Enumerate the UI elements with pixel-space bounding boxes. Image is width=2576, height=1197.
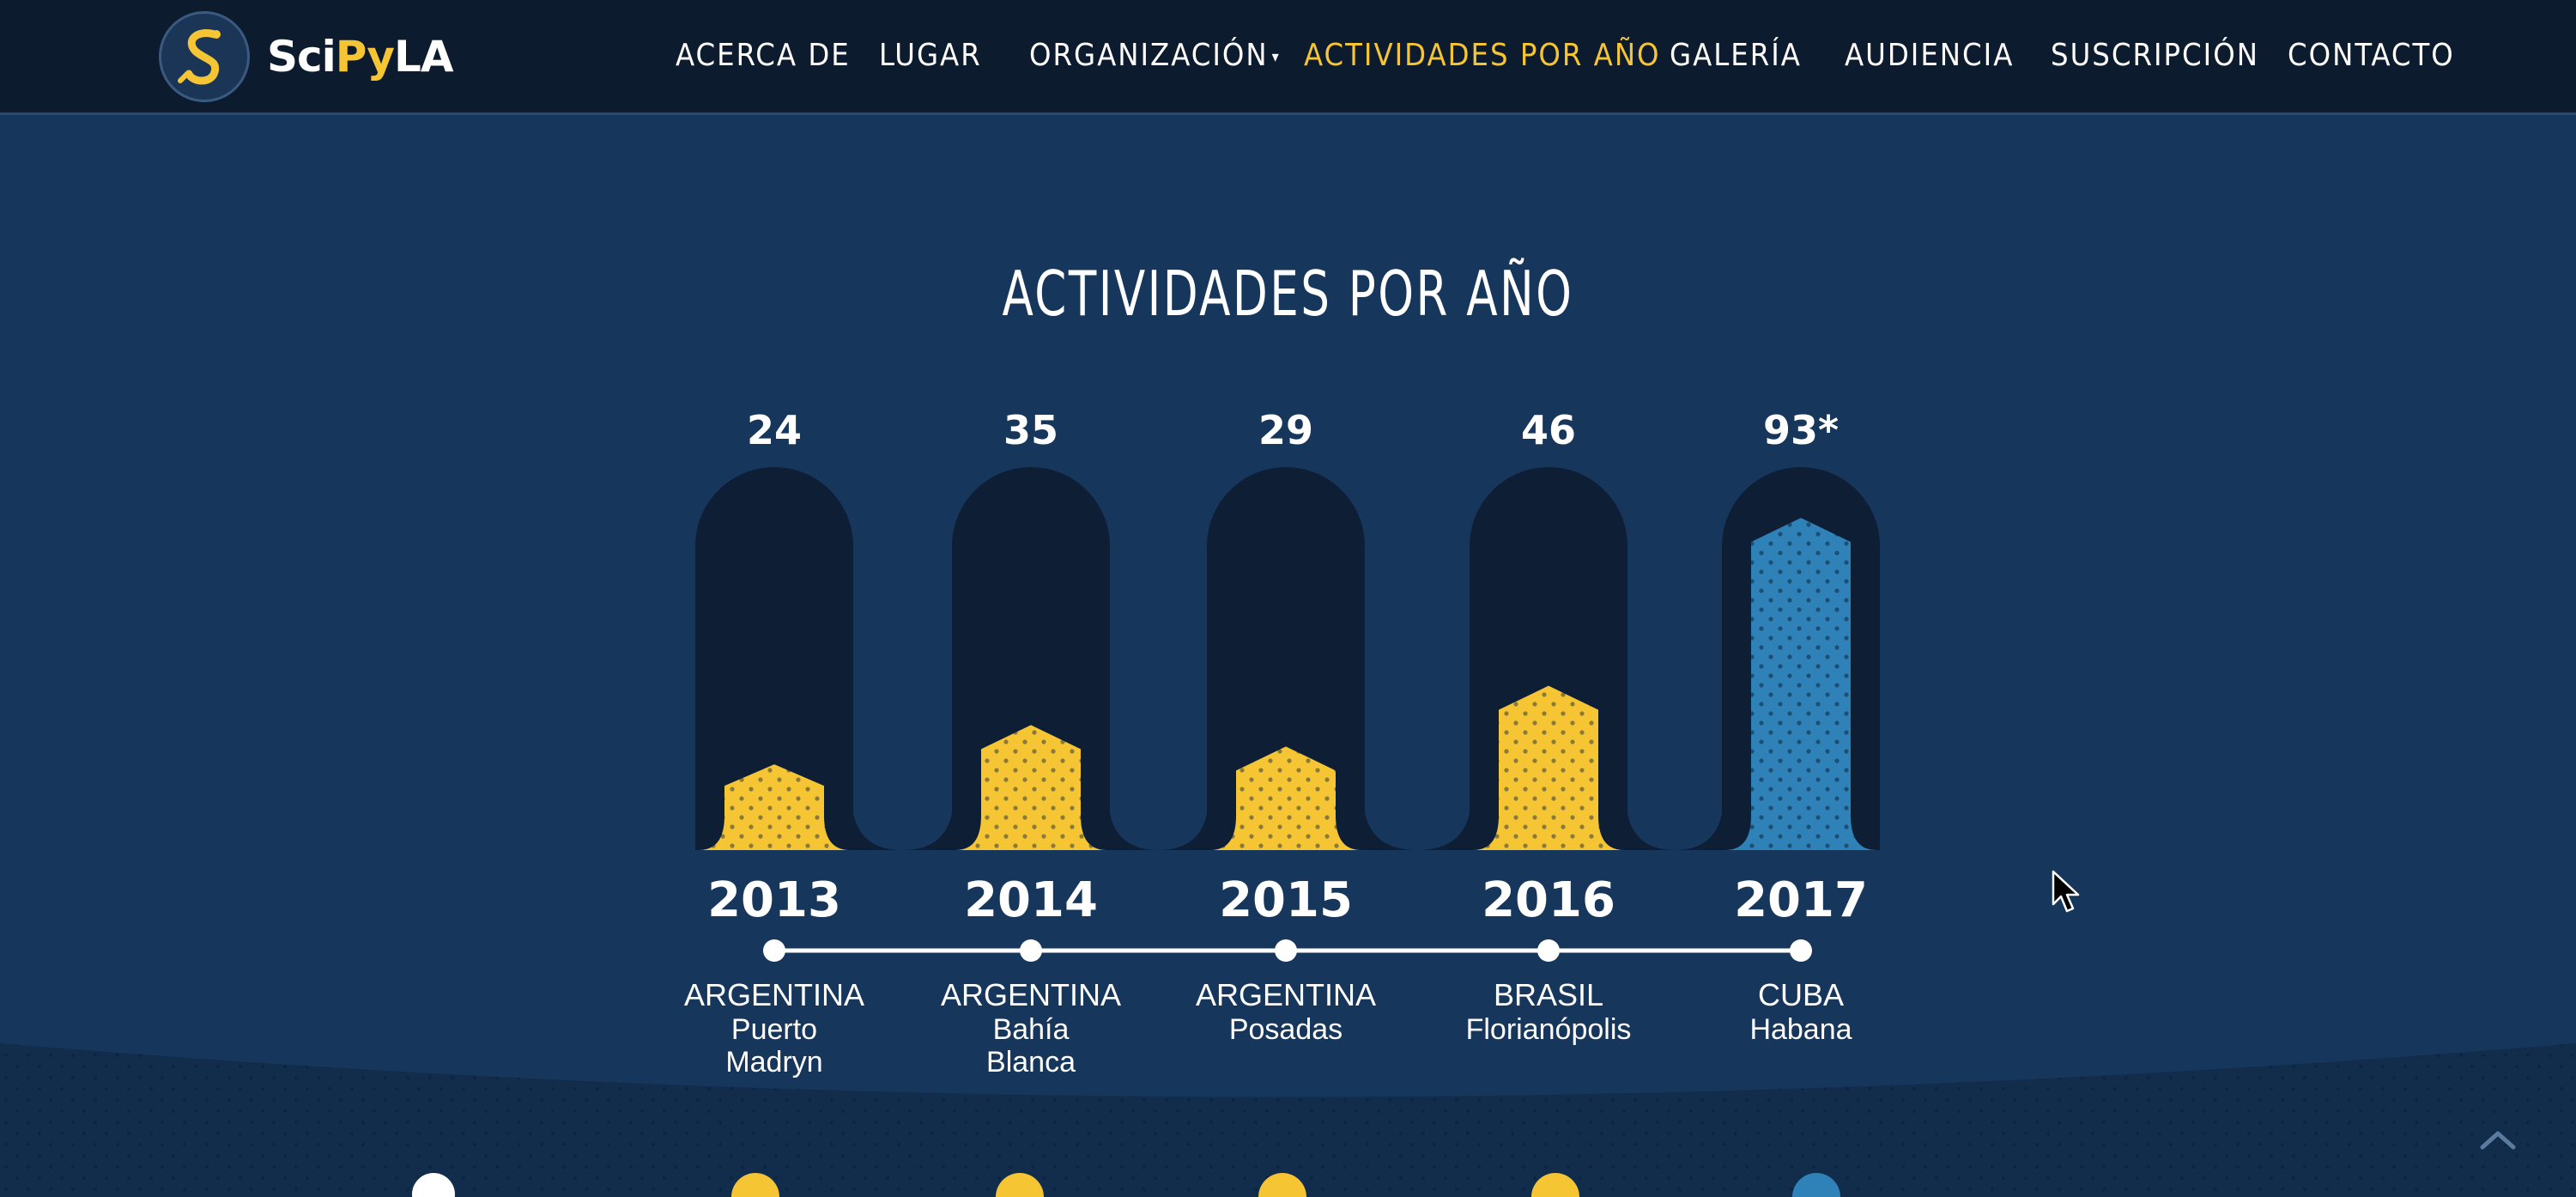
city-label-line: Blanca	[986, 1046, 1076, 1079]
column-joint	[1626, 799, 1724, 850]
city-label-line: Posadas	[1228, 1013, 1343, 1046]
city-label: Florianópolis	[1437, 1013, 1660, 1046]
column-joint	[1363, 799, 1471, 850]
column-track	[1207, 467, 1365, 850]
activity-count-label: 35	[1003, 407, 1058, 453]
column-track	[695, 467, 853, 850]
country-label: CUBA	[1757, 977, 1845, 1012]
nav-item-acerca-de[interactable]: ACERCA DE	[676, 38, 851, 73]
country-label: BRASIL	[1493, 977, 1604, 1012]
brand-name-py: Py	[335, 32, 395, 82]
city-label-line: Florianópolis	[1465, 1013, 1632, 1046]
mouse-pointer-icon	[2050, 870, 2084, 918]
bar-2017	[1725, 518, 1876, 850]
nav-item-organizacion-label: ORGANIZACIÓN	[1029, 38, 1269, 73]
city-label-line: Madryn	[725, 1046, 823, 1079]
city-label: Posadas	[1174, 1013, 1397, 1046]
year-label: 2014	[964, 872, 1098, 928]
country-label: ARGENTINA	[940, 977, 1122, 1012]
country-label: ARGENTINA	[1195, 977, 1377, 1012]
city-label-line: Bahía	[992, 1013, 1070, 1046]
section-title: ACTIVIDADES POR AÑO	[1002, 258, 1574, 330]
top-navbar: SciPyLA ACERCA DE LUGAR ORGANIZACIÓN ▾ AC…	[0, 0, 2576, 115]
timeline-dot[interactable]	[1537, 939, 1560, 962]
city-label: Habana	[1689, 1013, 1912, 1046]
year-label: 2015	[1219, 872, 1353, 928]
city-label-line: Habana	[1749, 1013, 1852, 1046]
brand-name-la: LA	[393, 32, 454, 82]
nav-item-actividades-por-ano[interactable]: ACTIVIDADES POR AÑO	[1304, 38, 1661, 73]
brand-name: SciPyLA	[267, 32, 454, 82]
bottom-wave-band	[0, 1043, 2576, 1197]
column-joint	[852, 799, 954, 850]
year-label: 2017	[1734, 872, 1868, 928]
nav-item-lugar[interactable]: LUGAR	[879, 38, 982, 73]
timeline-dot[interactable]	[763, 939, 785, 962]
nav-item-organizacion[interactable]: ORGANIZACIÓN ▾	[1029, 38, 1281, 73]
bar-2014	[955, 725, 1106, 850]
nav-item-suscripcion[interactable]: SUSCRIPCIÓN	[2051, 38, 2259, 73]
timeline-dot[interactable]	[1275, 939, 1297, 962]
brand-logo[interactable]: SciPyLA	[159, 11, 454, 102]
bar-2016	[1473, 685, 1624, 850]
activity-count-label: 29	[1258, 407, 1313, 453]
brand-name-sci: Sci	[267, 32, 336, 82]
country-label: ARGENTINA	[683, 977, 865, 1012]
year-label: 2013	[707, 872, 841, 928]
nav-item-contacto[interactable]: CONTACTO	[2288, 38, 2455, 73]
year-label: 2016	[1482, 872, 1615, 928]
activity-count-label: 24	[746, 407, 802, 453]
column-joint	[1108, 799, 1209, 850]
python-snake-icon	[159, 11, 250, 102]
city-label: Puerto Madryn	[663, 1013, 886, 1079]
city-label: Bahía Blanca	[919, 1013, 1143, 1079]
timeline-dot[interactable]	[1020, 939, 1042, 962]
city-label-line: Puerto	[730, 1013, 818, 1046]
timeline-dot[interactable]	[1790, 939, 1812, 962]
caret-down-icon: ▾	[1271, 47, 1281, 66]
scroll-top-button[interactable]	[2472, 1121, 2524, 1156]
bar-2013	[699, 764, 850, 850]
activity-count-label: 46	[1520, 407, 1576, 453]
chevron-up-icon	[2480, 1131, 2516, 1150]
nav-item-galeria[interactable]: GALERÍA	[1670, 38, 1802, 73]
activity-count-label: 93*	[1762, 407, 1840, 453]
bar-2015	[1210, 746, 1361, 850]
nav-item-audiencia[interactable]: AUDIENCIA	[1845, 38, 2015, 73]
